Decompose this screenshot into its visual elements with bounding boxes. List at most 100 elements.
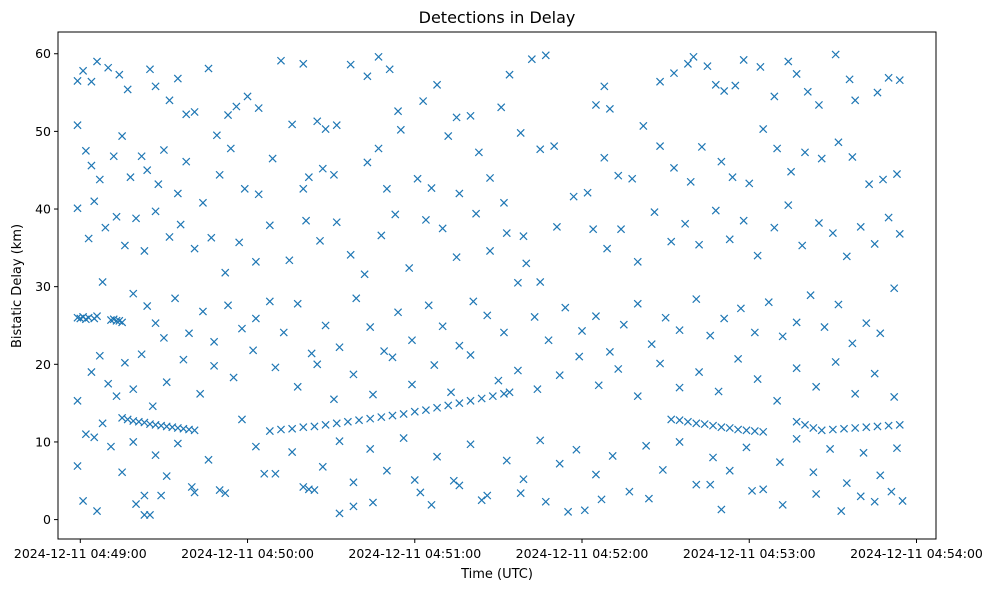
data-point <box>115 70 124 79</box>
data-point <box>469 297 478 306</box>
data-point <box>109 152 118 161</box>
data-point <box>619 320 628 329</box>
data-point <box>497 103 506 112</box>
data-point <box>215 170 224 179</box>
data-point <box>633 299 642 308</box>
data-point <box>396 125 405 134</box>
data-point <box>862 423 871 432</box>
data-point <box>569 192 578 201</box>
data-point <box>335 437 344 446</box>
data-point <box>591 312 600 321</box>
x-tick-label: 2024-12-11 04:54:00 <box>850 546 983 561</box>
data-point <box>366 444 375 453</box>
data-point <box>759 125 768 134</box>
data-point <box>455 399 464 408</box>
data-point <box>285 256 294 265</box>
data-point <box>394 308 403 317</box>
data-point <box>299 482 308 492</box>
data-point <box>321 321 330 330</box>
data-point <box>876 329 885 338</box>
data-point <box>695 240 704 249</box>
data-point <box>145 65 155 74</box>
data-point <box>591 100 600 110</box>
x-tick-label: 2024-12-11 04:52:00 <box>516 546 649 561</box>
data-point <box>151 451 160 460</box>
data-point <box>505 388 514 397</box>
data-point <box>81 430 90 439</box>
data-point <box>394 107 403 116</box>
data-point <box>388 353 397 362</box>
data-point <box>159 145 168 155</box>
data-point <box>399 434 408 443</box>
data-point <box>809 423 818 432</box>
data-point <box>104 379 113 388</box>
data-point <box>792 417 801 426</box>
data-point <box>92 507 102 516</box>
data-point <box>633 392 642 401</box>
data-point <box>399 409 408 419</box>
data-point <box>313 360 322 369</box>
data-point <box>887 487 896 496</box>
data-point <box>541 51 550 60</box>
data-point <box>210 337 219 346</box>
data-point <box>137 152 146 161</box>
y-tick-label: 60 <box>35 46 51 61</box>
data-point <box>235 238 244 247</box>
data-point <box>734 425 743 434</box>
data-point <box>745 179 754 188</box>
data-point <box>859 448 868 457</box>
data-point <box>343 417 352 426</box>
data-point <box>845 75 854 84</box>
data-point <box>848 152 857 162</box>
data-point <box>759 427 768 436</box>
data-point <box>483 491 492 500</box>
data-point <box>856 492 865 501</box>
data-point <box>608 451 617 460</box>
data-point <box>179 355 188 364</box>
y-tick-label: 20 <box>35 357 51 372</box>
data-point <box>784 57 793 66</box>
data-point <box>675 416 684 425</box>
data-point <box>536 277 545 287</box>
data-point <box>564 507 573 516</box>
data-point <box>792 318 801 327</box>
data-point <box>251 442 260 451</box>
data-point <box>366 414 375 423</box>
data-point <box>190 426 199 435</box>
data-point <box>605 347 614 356</box>
data-point <box>310 486 319 495</box>
data-point <box>112 212 121 221</box>
data-point <box>249 346 258 355</box>
data-point <box>486 246 495 255</box>
data-point <box>335 343 344 352</box>
data-point <box>892 444 902 453</box>
data-point <box>750 427 759 436</box>
data-point <box>207 233 216 242</box>
data-point <box>251 257 260 266</box>
data-point <box>318 164 327 173</box>
data-point <box>884 421 893 430</box>
data-point <box>614 171 623 180</box>
data-point <box>739 55 748 64</box>
data-point <box>254 190 263 199</box>
data-point <box>720 86 729 96</box>
data-point <box>243 92 252 101</box>
x-tick-label: 2024-12-11 04:49:00 <box>14 546 147 561</box>
data-point <box>681 219 690 228</box>
data-point <box>421 406 430 415</box>
data-point <box>814 100 823 110</box>
data-point <box>486 173 495 182</box>
data-point <box>594 381 603 390</box>
data-point <box>265 427 274 436</box>
data-point <box>73 461 82 471</box>
data-point <box>792 364 801 373</box>
data-point <box>541 497 550 506</box>
data-point <box>644 494 653 503</box>
data-point <box>583 188 592 197</box>
x-axis-ticks: 2024-12-11 04:49:00 2024-12-11 04:50:00 20… <box>14 539 983 561</box>
data-point <box>675 383 684 392</box>
data-point <box>90 433 99 442</box>
data-point <box>708 453 718 462</box>
data-point <box>143 302 152 311</box>
data-point <box>212 131 221 140</box>
